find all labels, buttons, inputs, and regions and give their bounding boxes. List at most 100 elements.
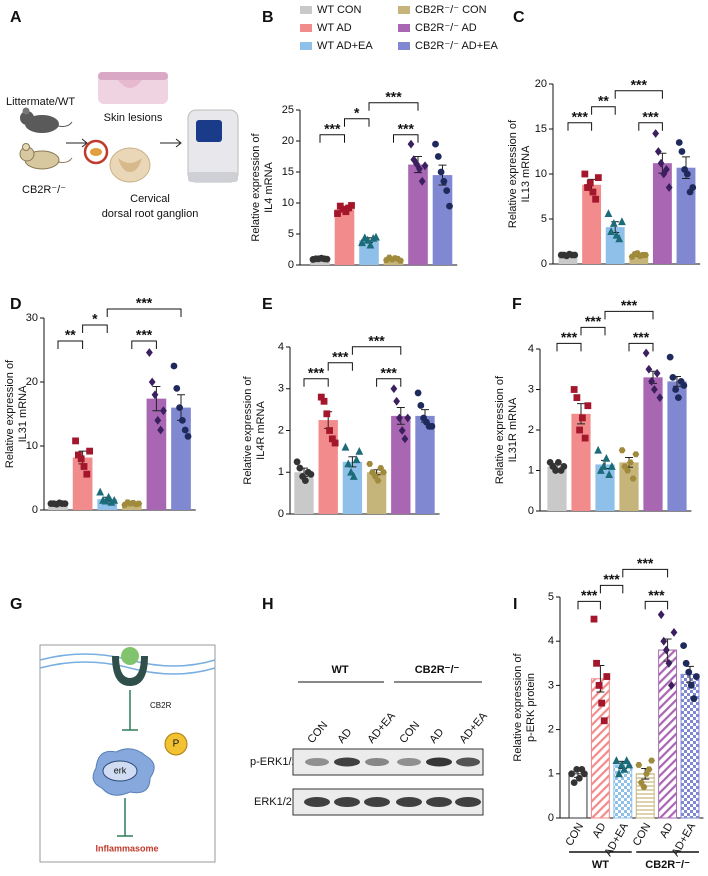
data-point bbox=[417, 402, 425, 409]
y-tick-label: 30 bbox=[26, 312, 38, 324]
data-point bbox=[648, 377, 656, 386]
y-tick-label: 0 bbox=[288, 259, 294, 271]
blot-label: ERK1/2 bbox=[254, 796, 292, 808]
data-point bbox=[74, 451, 82, 459]
bar bbox=[318, 420, 338, 514]
y-axis-label: Relative expression of bbox=[250, 132, 262, 241]
legend-label: WT CON bbox=[317, 4, 361, 16]
data-point bbox=[612, 756, 621, 764]
y-tick-label: 1 bbox=[528, 464, 534, 476]
significance-bracket bbox=[567, 122, 593, 131]
legend-label: WT AD+EA bbox=[317, 40, 373, 52]
data-point bbox=[668, 681, 675, 690]
significance-bracket bbox=[368, 102, 419, 111]
kinase-label: erk bbox=[114, 765, 127, 775]
y-tick-label: 5 bbox=[288, 228, 294, 240]
y-tick-label: 0 bbox=[548, 812, 554, 824]
data-point bbox=[434, 153, 442, 160]
data-point bbox=[670, 627, 678, 637]
data-point bbox=[397, 257, 404, 264]
receptor-label: CB2R bbox=[150, 701, 172, 710]
y-tick-label: 2 bbox=[528, 424, 534, 436]
y-tick-label: 3 bbox=[548, 679, 554, 691]
data-point bbox=[398, 426, 406, 435]
y-tick-label: 4 bbox=[548, 635, 554, 647]
data-point bbox=[341, 442, 350, 451]
significance-bracket bbox=[82, 324, 108, 334]
significance-label: *** bbox=[381, 364, 398, 380]
x-tick-label: CON bbox=[563, 821, 586, 848]
y-tick-label: 1 bbox=[548, 768, 554, 780]
panel-label: B bbox=[262, 9, 274, 26]
significance-label: *** bbox=[308, 364, 325, 380]
error-bar bbox=[152, 385, 161, 412]
y-axis-label: Relative expression of bbox=[512, 652, 524, 761]
arrow bbox=[160, 138, 182, 148]
data-point bbox=[568, 770, 575, 778]
significance-bracket bbox=[344, 118, 370, 127]
qpcr-machine bbox=[187, 109, 239, 183]
ligand bbox=[121, 647, 139, 665]
y-tick-label: 0 bbox=[541, 258, 547, 270]
data-point bbox=[615, 234, 624, 243]
bar bbox=[590, 678, 610, 819]
data-point bbox=[576, 426, 584, 434]
y-tick-label: 0 bbox=[528, 505, 534, 517]
data-point bbox=[607, 227, 616, 235]
data-point bbox=[151, 390, 159, 400]
legend-swatch bbox=[300, 24, 312, 32]
data-point bbox=[690, 695, 698, 703]
data-point bbox=[598, 699, 606, 707]
data-point bbox=[590, 615, 598, 623]
significance-label: *** bbox=[648, 587, 665, 603]
significance-label: *** bbox=[642, 108, 659, 124]
significance-bracket bbox=[604, 310, 654, 320]
group-label: Littermate/WT bbox=[6, 96, 75, 108]
data-point bbox=[428, 422, 436, 430]
significance-bracket bbox=[319, 134, 345, 143]
data-point bbox=[446, 202, 453, 210]
mouse-icon bbox=[20, 107, 73, 133]
panel-label: H bbox=[262, 596, 274, 613]
significance-label: *** bbox=[332, 348, 349, 364]
data-point bbox=[154, 416, 162, 425]
data-point bbox=[648, 757, 655, 764]
data-point bbox=[687, 682, 695, 689]
data-point bbox=[560, 463, 568, 470]
y-tick-label: 0 bbox=[278, 508, 284, 520]
data-point bbox=[618, 447, 626, 454]
data-point bbox=[632, 451, 640, 458]
data-point bbox=[326, 427, 333, 434]
data-point bbox=[635, 762, 643, 768]
significance-bracket bbox=[351, 346, 402, 355]
data-point bbox=[599, 462, 608, 470]
significance-label: ** bbox=[65, 327, 76, 343]
data-point bbox=[334, 210, 341, 217]
data-point bbox=[609, 219, 618, 227]
y-axis-label: IL31 mRNA bbox=[17, 385, 29, 443]
significance-bracket bbox=[303, 378, 329, 387]
data-point bbox=[642, 252, 649, 258]
y-axis-label: Relative expression of bbox=[4, 359, 16, 468]
y-tick-label: 20 bbox=[535, 78, 547, 90]
y-axis-label: Relative expression of bbox=[494, 375, 506, 484]
blot-label: p-ERK1/2 bbox=[250, 756, 298, 768]
data-point bbox=[418, 176, 426, 186]
data-point bbox=[600, 717, 608, 725]
data-point bbox=[437, 168, 445, 176]
data-point bbox=[301, 477, 309, 484]
data-point bbox=[573, 765, 581, 773]
data-point bbox=[643, 770, 650, 777]
data-point bbox=[380, 469, 387, 476]
significance-bracket bbox=[556, 342, 582, 352]
data-point bbox=[693, 673, 700, 680]
panel-a: A Littermate/WT CB2R⁻/⁻ Skin lesions Cer… bbox=[6, 9, 239, 220]
data-point bbox=[176, 404, 183, 411]
significance-bracket bbox=[393, 134, 419, 143]
drg-icon bbox=[83, 139, 151, 183]
x-tick-label: AD bbox=[590, 821, 608, 840]
data-point bbox=[554, 459, 562, 466]
bar bbox=[432, 175, 453, 265]
data-point bbox=[317, 393, 325, 401]
significance-label: *** bbox=[633, 329, 650, 345]
